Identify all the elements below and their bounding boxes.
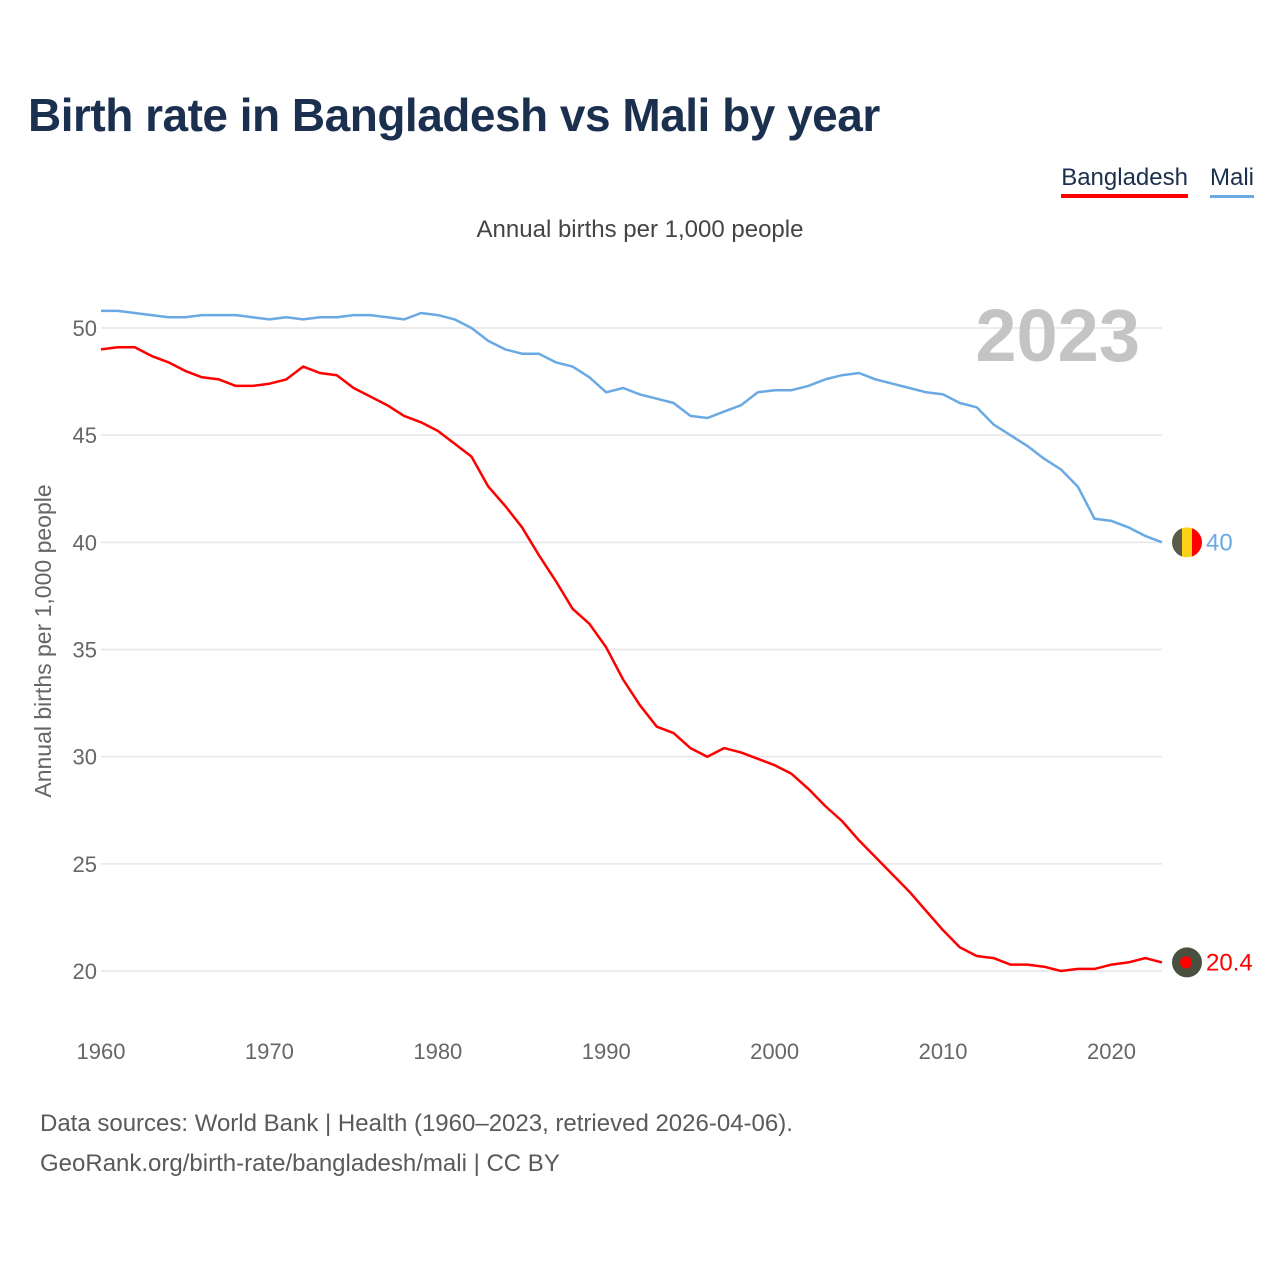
y-tick-label: 50 bbox=[73, 316, 97, 341]
series-line-bangladesh bbox=[100, 346, 1163, 973]
attribution-link[interactable]: GeoRank.org/birth-rate/bangladesh/mali |… bbox=[40, 1150, 560, 1177]
y-tick-label: 25 bbox=[73, 852, 97, 877]
y-tick-label: 20 bbox=[73, 959, 97, 984]
legend: Bangladesh Mali bbox=[1061, 164, 1254, 198]
mali-flag-icon bbox=[1172, 527, 1202, 558]
year-label: 2023 bbox=[975, 294, 1140, 377]
data-source-text: Data sources: World Bank | Health (1960–… bbox=[40, 1110, 793, 1137]
y-axis-label: Annual births per 1,000 people bbox=[30, 484, 56, 797]
x-tick-label: 1980 bbox=[413, 1039, 462, 1064]
legend-item-mali[interactable]: Mali bbox=[1209, 164, 1254, 198]
series-line-mali bbox=[101, 309, 1163, 544]
chart-title: Birth rate in Bangladesh vs Mali by year bbox=[28, 89, 880, 141]
x-tick-label: 2020 bbox=[1087, 1039, 1136, 1064]
y-tick-label: 30 bbox=[73, 745, 97, 770]
x-tick-label: 1960 bbox=[77, 1039, 126, 1064]
y-tick-label: 35 bbox=[73, 638, 97, 663]
end-value-label-mali: 40 bbox=[1206, 529, 1233, 556]
legend-item-bangladesh[interactable]: Bangladesh bbox=[1061, 164, 1188, 198]
x-tick-label: 1970 bbox=[245, 1039, 294, 1064]
end-value-label-bangladesh: 20.4 bbox=[1206, 949, 1253, 976]
bangladesh-flag-icon bbox=[1172, 947, 1202, 978]
chart-subtitle: Annual births per 1,000 people bbox=[476, 216, 804, 243]
x-tick-label: 1990 bbox=[582, 1039, 631, 1064]
x-tick-label: 2000 bbox=[750, 1039, 799, 1064]
y-tick-label: 40 bbox=[73, 530, 97, 555]
footer: Data sources: World Bank | Health (1960–… bbox=[40, 1104, 793, 1184]
x-tick-label: 2010 bbox=[919, 1039, 968, 1064]
y-tick-label: 45 bbox=[73, 423, 97, 448]
